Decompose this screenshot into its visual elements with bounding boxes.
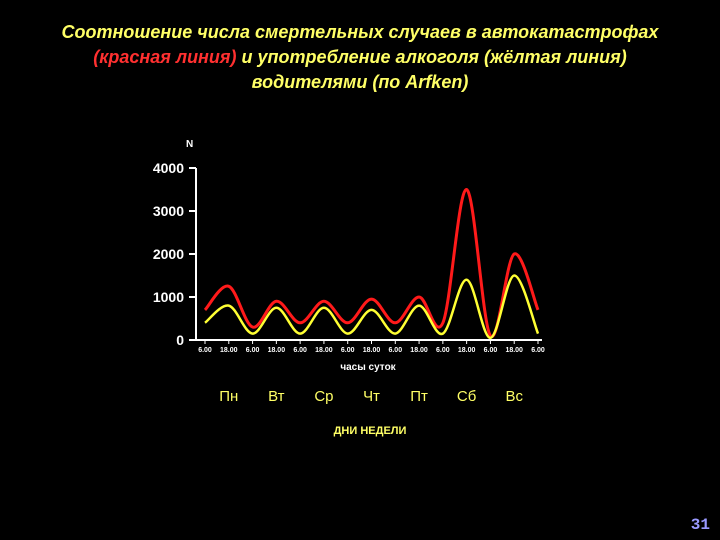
x-tick-label: 6.00 — [388, 347, 402, 354]
x-tick-label: 18.00 — [363, 347, 381, 354]
title-line-3: водителями (по Arfken) — [251, 72, 469, 92]
day-label: Пт — [410, 388, 428, 405]
x-tick-label: 6.00 — [484, 347, 498, 354]
x-tick-label: 18.00 — [268, 347, 286, 354]
y-tick-label: 3000 — [153, 203, 184, 219]
x-tick-label: 18.00 — [505, 347, 523, 354]
x-ticks: 6.00 18.00 6.00 18.00 6.00 18.00 6.00 18.00 6.00… — [198, 340, 545, 354]
x-tick-label: 6.00 — [246, 347, 260, 354]
x-tick-label: 18.00 — [315, 347, 333, 354]
x-axis-label: часы суток — [340, 362, 396, 373]
x-tick-label: 18.00 — [220, 347, 238, 354]
slide-number: 31 — [690, 516, 710, 534]
day-label: Чт — [363, 388, 380, 405]
fatalities-line — [203, 187, 540, 338]
day-label: Ср — [314, 388, 333, 405]
y-tick-label: 2000 — [153, 246, 184, 262]
x-tick-label: 6.00 — [436, 347, 450, 354]
x-tick-label: 6.00 — [293, 347, 307, 354]
series-lines — [203, 187, 540, 340]
x-tick-label: 18.00 — [458, 347, 476, 354]
y-tick-label: 4000 — [153, 160, 184, 176]
days-axis-label: ДНИ НЕДЕЛИ — [334, 425, 407, 437]
slide-title: Соотношение числа смертельных случаев в … — [0, 20, 720, 95]
day-label: Вт — [268, 388, 285, 405]
title-red-note: (красная линия) — [93, 47, 237, 67]
day-label: Пн — [219, 388, 238, 405]
day-label: Сб — [457, 388, 476, 405]
x-tick-label: 6.00 — [531, 347, 545, 354]
title-line-1: Соотношение числа смертельных случаев в … — [61, 22, 659, 42]
title-line-2-rest: и употребление алкоголя (жёлтая линия) — [236, 47, 627, 67]
x-tick-label: 6.00 — [198, 347, 212, 354]
y-tick-label: 0 — [176, 332, 184, 348]
alcohol-line — [204, 274, 540, 340]
y-tick-label: 1000 — [153, 289, 184, 305]
day-labels: Пн Вт Ср Чт Пт Сб Вс — [219, 388, 523, 405]
title-line-2: (красная линия) и употребление алкоголя … — [0, 45, 720, 70]
x-tick-label: 18.00 — [410, 347, 428, 354]
x-tick-label: 6.00 — [341, 347, 355, 354]
y-axis-label: N — [186, 139, 193, 150]
day-label: Вс — [505, 388, 523, 405]
y-ticks: 0 1000 2000 3000 4000 — [153, 160, 196, 348]
